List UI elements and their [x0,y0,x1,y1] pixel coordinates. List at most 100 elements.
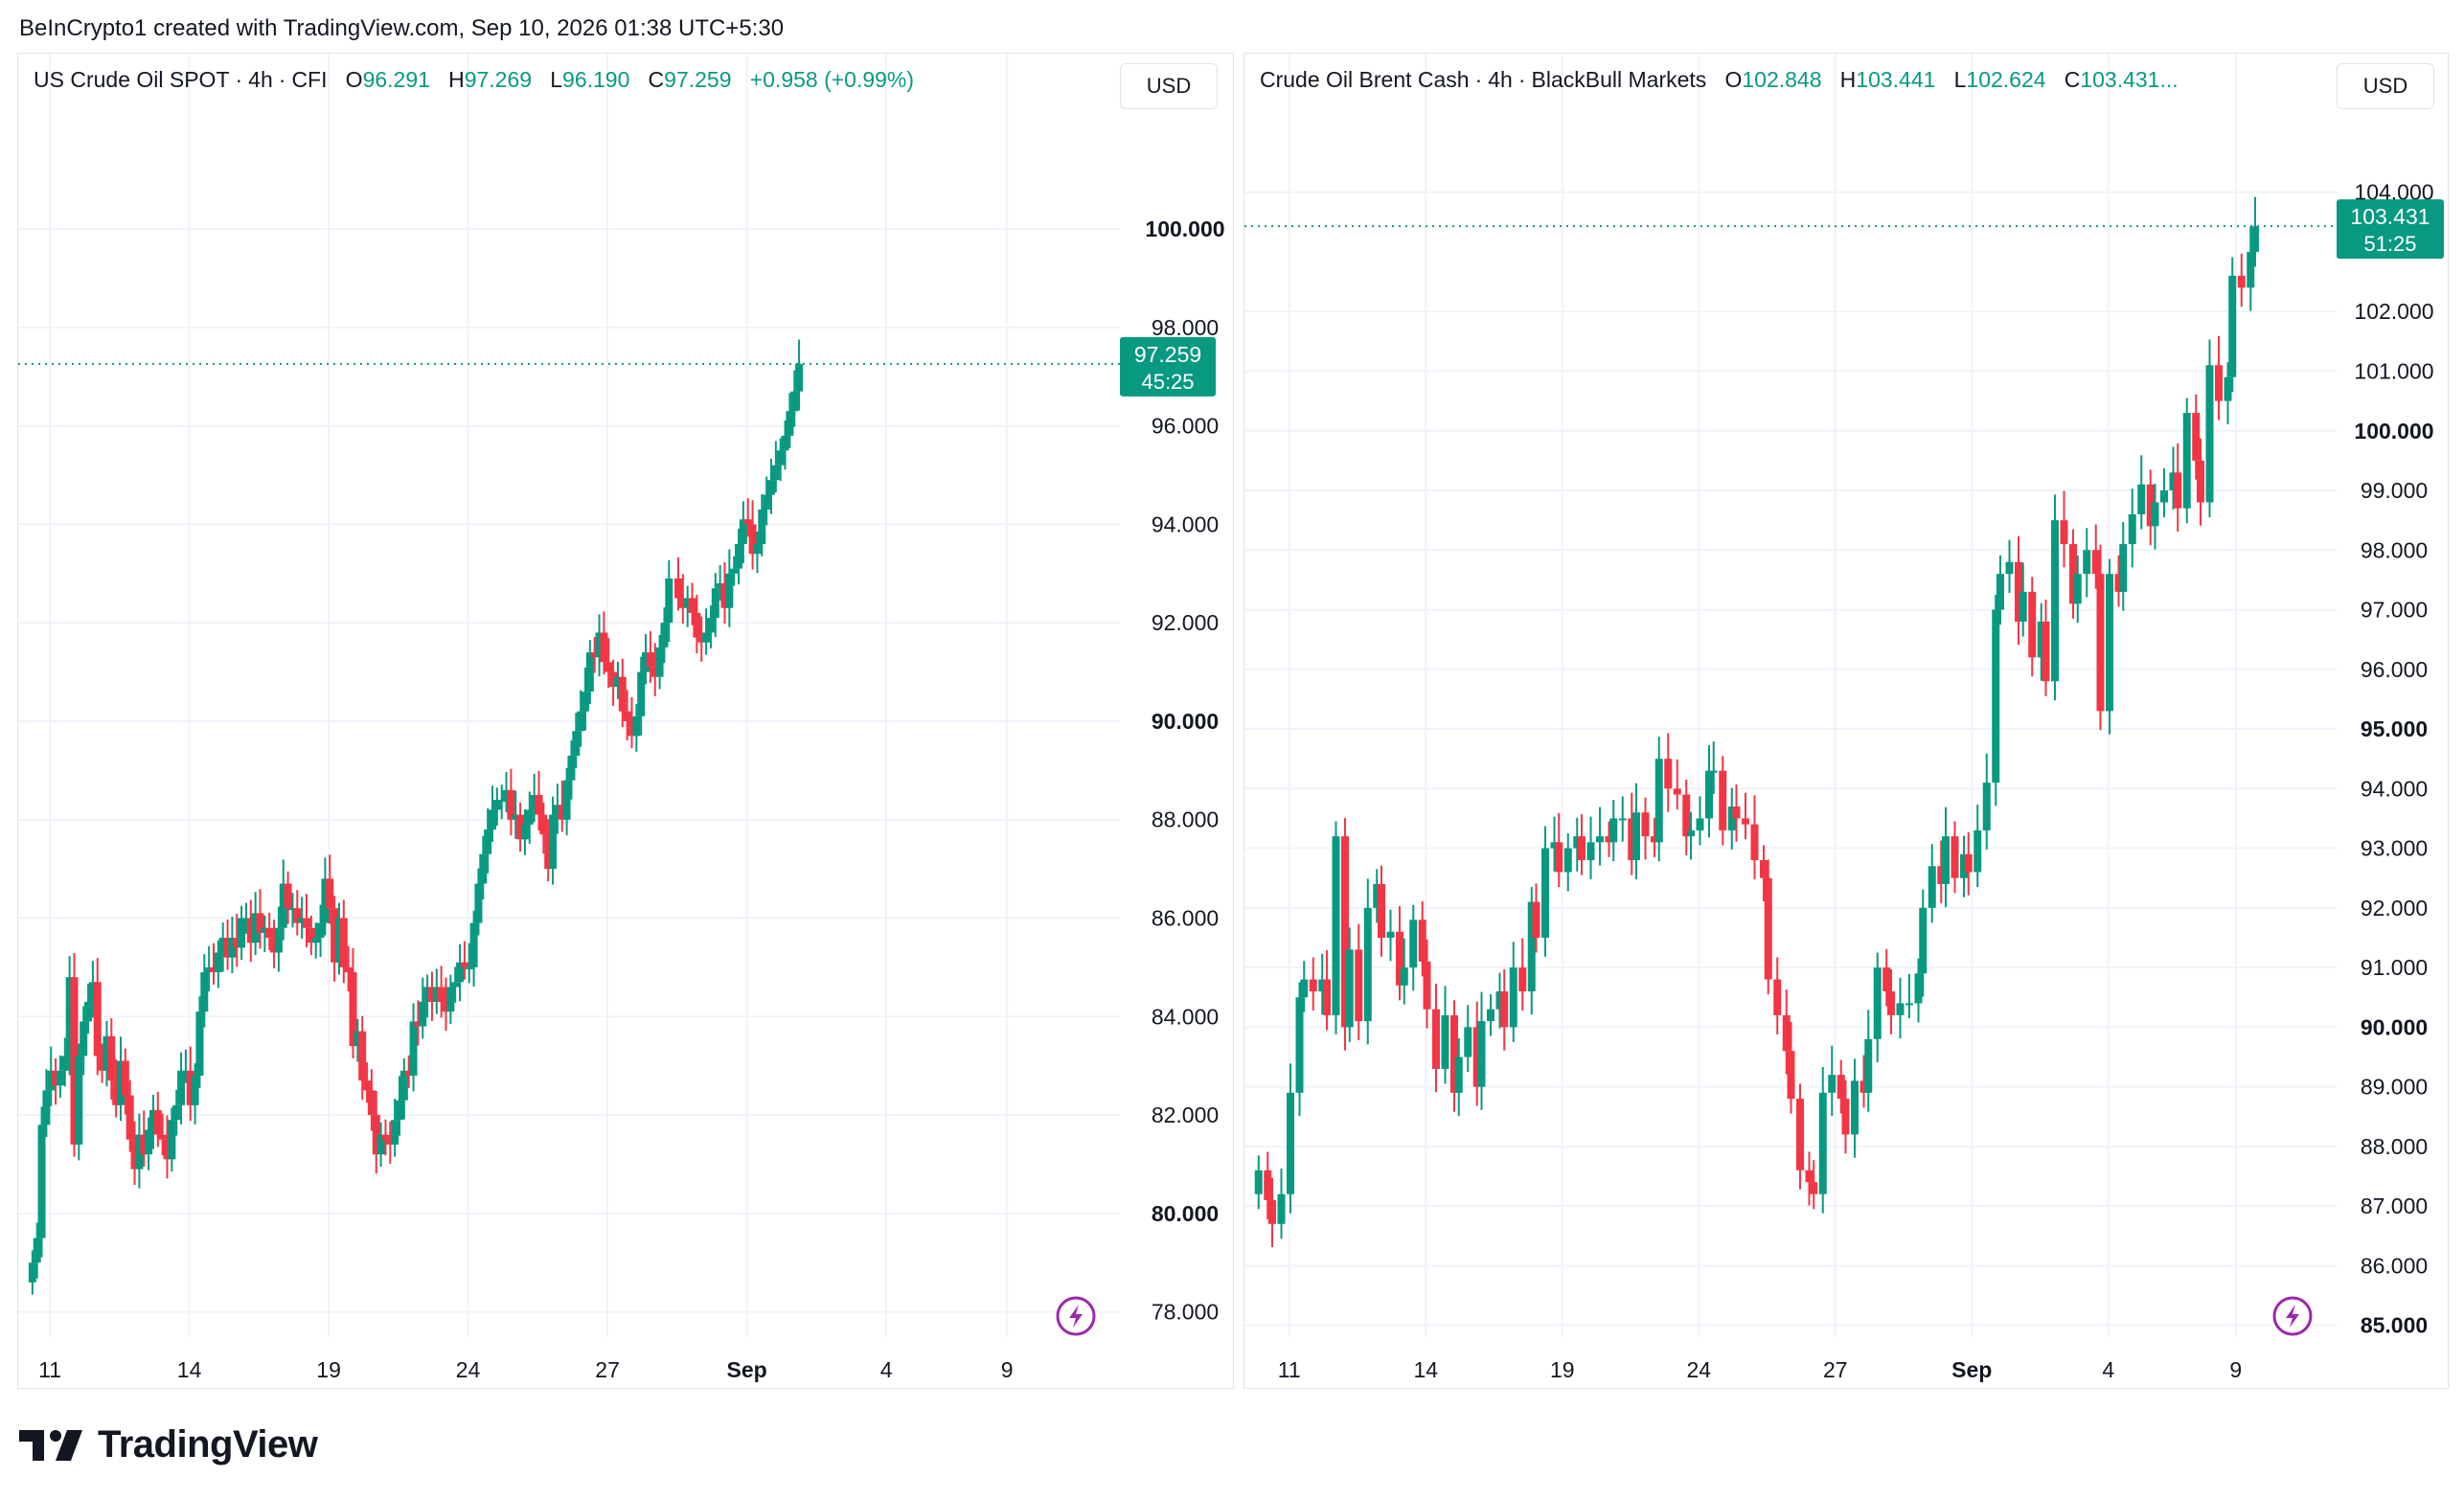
candle-body [678,598,687,608]
x-tick-label: 14 [177,1357,202,1382]
candle-body [446,987,455,1012]
y-tick-label: 100.000 [1145,216,1224,241]
candle-body [2205,365,2214,503]
candle-body [112,1080,121,1105]
candle-body [1409,920,1418,968]
candle-body [790,391,799,412]
candle-body [1882,967,1891,991]
candle-body [205,966,214,973]
candle-body [2215,365,2223,401]
candle-body [84,1001,93,1022]
x-tick-label: 24 [1686,1357,1711,1382]
candle-body [1727,806,1736,830]
candle-body [172,1104,181,1121]
y-tick-label: 86.000 [1152,906,1219,931]
y-tick-label: 86.000 [2361,1253,2428,1278]
candle-body [326,878,334,909]
high-value: 103.441 [1856,67,1936,92]
candle-body [1764,877,1772,980]
candle-body [720,583,729,608]
chart-panel-brent[interactable]: 85.000 86.000 87.000 88.000 89.000 90.000 91.0… [1243,53,2449,1389]
candle-body [484,830,492,854]
candle-body [1396,931,1403,986]
lightning-icon [2272,1296,2313,1336]
candle-body [75,1056,83,1145]
candle-body [776,450,785,466]
candle-body [2073,574,2082,604]
candle-body [758,509,766,544]
candle-body [2005,561,2014,575]
candle-body [158,1134,167,1140]
candle-body [525,809,534,825]
tradingview-logo[interactable]: TradingView [19,1423,318,1466]
exchange-label: BlackBull Markets [1531,67,1707,92]
candle-body [1632,812,1640,861]
candle-body [535,795,543,815]
symbol-name[interactable]: US Crude Oil SPOT [34,67,230,92]
candle-body [125,1095,134,1140]
candle-body [469,922,478,967]
y-tick-label: 102.000 [2354,299,2433,324]
candle-body [1450,1014,1458,1093]
y-tick-label: 82.000 [1152,1102,1219,1127]
candle-body [767,480,775,495]
candle-body [409,1021,418,1076]
y-tick-label: 94.000 [1152,511,1219,536]
candle-body [2128,513,2136,545]
candle-body [1742,818,1749,825]
candle-body [391,1120,399,1145]
candle-body [303,918,310,928]
candle-body [2069,544,2077,604]
candle-body [1919,907,1928,974]
y-tick-label: 92.000 [1152,610,1219,635]
candle-body [2228,275,2237,377]
lightning-icon [1056,1296,1096,1336]
interval-label[interactable]: 4h [248,67,273,92]
candle-body [1682,794,1691,837]
candle-body [307,927,315,943]
candle-body [2083,550,2091,575]
candle-body [28,1262,36,1283]
interval-label[interactable]: 4h [1488,67,1513,92]
symbol-name[interactable]: Crude Oil Brent Cash [1260,67,1470,92]
candle-body [1432,1009,1440,1069]
candle-body [595,632,604,658]
candle-body [1487,1009,1494,1022]
candle-body [1418,920,1426,962]
candle-body [1332,836,1340,1015]
chart-panel-us-crude[interactable]: 78.000 80.000 82.000 84.000 86.000 88.000 90.0… [17,53,1234,1389]
candlestick-chart-brent[interactable]: 85.000 86.000 87.000 88.000 89.000 90.000 91.0… [1244,54,2448,1388]
candle-body [1705,770,1713,819]
candle-body [1654,759,1663,843]
candle-body [404,1070,413,1076]
candle-body [2096,574,2105,712]
candle-body [334,918,343,963]
currency-button[interactable]: USD [1120,63,1218,109]
last-price-value: 97.259 [1134,342,1201,367]
candle-body [2106,574,2113,712]
candle-body [795,363,804,392]
y-tick-label: 78.000 [1152,1300,1219,1325]
candle-body [42,1090,51,1125]
candle-body [1586,842,1595,861]
candle-body [214,952,222,973]
candle-body [2224,376,2232,401]
currency-button[interactable]: USD [2337,63,2434,109]
candle-body [1400,967,1408,986]
candle-body [1951,836,1959,878]
candle-body [1782,1014,1791,1052]
candle-body [321,878,330,923]
candle-body [562,780,571,820]
candle-body [2251,226,2259,252]
candle-body [743,519,752,525]
candle-body [1345,949,1354,1028]
candle-body [702,632,711,643]
candle-body [711,588,719,619]
candle-body [479,853,488,884]
candle-body [2192,413,2201,461]
candle-body [70,977,79,1145]
candlestick-chart-us-crude[interactable]: 78.000 80.000 82.000 84.000 86.000 88.000 90.0… [18,54,1233,1388]
candle-body [1563,848,1572,873]
candle-body [1796,1099,1804,1170]
candle-body [1760,860,1768,878]
